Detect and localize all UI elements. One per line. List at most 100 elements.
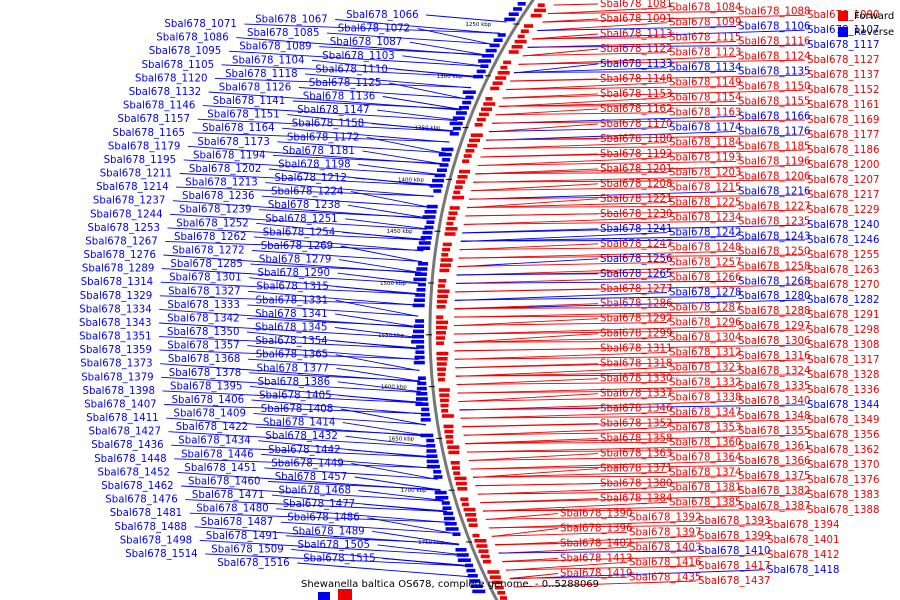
forward-gene-label: Sbal678_1413	[560, 554, 632, 565]
legend: Forward Reverse	[838, 8, 894, 40]
reverse-connector	[267, 481, 441, 490]
reverse-connector	[253, 413, 426, 425]
forward-connector	[456, 381, 668, 385]
reverse-connector	[159, 349, 419, 360]
reverse-gene-label: Sbal678_1174	[669, 123, 741, 134]
forward-gene-label: Sbal678_1384	[600, 494, 672, 505]
reverse-gene-mark	[434, 173, 446, 178]
reverse-gene-label: Sbal678_1256	[600, 254, 672, 265]
reverse-connector	[342, 422, 428, 437]
forward-gene-label: Sbal678_1296	[669, 318, 741, 329]
forward-connector	[495, 535, 697, 546]
reverse-gene-label: Sbal678_1212	[275, 173, 347, 184]
forward-gene-mark	[448, 211, 458, 215]
reverse-gene-label: Sbal678_1378	[169, 368, 241, 379]
reverse-gene-label: Sbal678_1133	[600, 59, 672, 70]
forward-gene-mark	[472, 533, 480, 538]
reverse-gene-label: Sbal678_1125	[309, 78, 381, 89]
reverse-gene-label: Sbal678_1279	[259, 255, 331, 266]
forward-gene-mark	[462, 159, 470, 163]
forward-gene-label: Sbal678_1258	[738, 261, 810, 272]
reverse-gene-label: Sbal678_1267	[85, 236, 157, 247]
reverse-connector	[161, 376, 422, 393]
reverse-gene-label: Sbal678_1290	[258, 268, 330, 279]
forward-gene-mark	[457, 175, 468, 179]
forward-gene-mark	[452, 195, 465, 200]
reverse-gene-mark	[452, 116, 465, 120]
forward-gene-label: Sbal678_1207	[807, 175, 879, 186]
reverse-gene-label: Sbal678_1516	[217, 558, 289, 569]
reverse-connector	[248, 290, 419, 306]
reverse-gene-mark	[422, 215, 436, 219]
reverse-connector	[462, 224, 806, 234]
reverse-connector	[228, 50, 482, 67]
reverse-gene-label: Sbal678_1462	[101, 481, 173, 492]
reverse-gene-mark	[416, 386, 427, 391]
reverse-connector	[537, 26, 737, 31]
forward-gene-mark	[453, 471, 461, 475]
reverse-gene-mark	[481, 54, 494, 58]
forward-gene-label: Sbal678_1180	[600, 134, 672, 145]
forward-gene-label: Sbal678_1287	[669, 303, 741, 314]
forward-gene-label: Sbal678_1387	[738, 501, 810, 512]
forward-gene-mark	[497, 591, 506, 595]
reverse-gene-mark	[426, 454, 438, 458]
reverse-swatch	[838, 27, 848, 37]
forward-connector	[475, 172, 668, 175]
forward-connector	[458, 254, 806, 259]
forward-gene-label: Sbal678_1161	[807, 100, 879, 111]
forward-connector	[488, 524, 766, 529]
forward-connector	[465, 434, 806, 445]
reverse-connector	[488, 127, 668, 133]
reverse-connector	[336, 286, 420, 295]
reverse-gene-label: Sbal678_1134	[669, 63, 741, 74]
forward-gene-label: Sbal678_1185	[738, 141, 810, 152]
reverse-gene-mark	[445, 527, 459, 531]
reverse-gene-label: Sbal678_1066	[346, 10, 418, 21]
reverse-gene-mark	[318, 592, 330, 600]
reverse-connector	[460, 239, 806, 242]
reverse-gene-label: Sbal678_1151	[207, 110, 279, 121]
reverse-connector	[335, 299, 419, 317]
reverse-gene-label: Sbal678_1165	[113, 128, 185, 139]
forward-gene-label: Sbal678_1412	[767, 550, 839, 561]
reverse-connector	[179, 173, 437, 186]
forward-gene-mark	[500, 65, 508, 70]
reverse-gene-label: Sbal678_1179	[108, 141, 180, 152]
reverse-connector	[165, 240, 424, 251]
reverse-gene-label: Sbal678_1331	[256, 295, 328, 306]
reverse-connector	[199, 539, 464, 556]
forward-gene-mark	[437, 284, 445, 288]
forward-gene-mark	[439, 398, 449, 403]
reverse-connector	[347, 204, 429, 219]
reverse-gene-mark	[415, 402, 429, 406]
reverse-gene-label: Sbal678_1327	[168, 286, 240, 297]
forward-gene-label: Sbal678_1163	[669, 108, 741, 119]
forward-gene-mark	[517, 34, 525, 39]
forward-connector	[509, 576, 628, 579]
reverse-gene-label: Sbal678_1434	[178, 436, 250, 447]
forward-connector	[455, 366, 668, 377]
reverse-gene-label: Sbal678_1334	[79, 304, 151, 315]
reverse-gene-mark	[462, 90, 476, 94]
reverse-gene-mark	[416, 267, 428, 271]
forward-connector	[547, 11, 737, 14]
reverse-connector	[159, 336, 419, 350]
forward-connector	[483, 142, 668, 150]
forward-gene-label: Sbal678_1299	[600, 329, 672, 340]
forward-connector	[502, 558, 559, 562]
forward-gene-mark	[474, 539, 487, 543]
reverse-gene-label: Sbal678_1136	[303, 92, 375, 103]
reverse-connector	[362, 503, 448, 512]
reverse-gene-mark	[444, 522, 457, 526]
reverse-connector	[371, 123, 454, 132]
forward-gene-label: Sbal678_1263	[807, 265, 879, 276]
forward-gene-mark	[445, 435, 454, 439]
reverse-gene-label: Sbal678_1395	[170, 381, 242, 392]
forward-gene-label: Sbal678_1318	[600, 359, 672, 370]
forward-gene-label: Sbal678_1255	[807, 250, 879, 261]
forward-connector	[505, 565, 697, 571]
reverse-gene-label: Sbal678_1432	[265, 431, 337, 442]
forward-gene-label: Sbal678_1416	[629, 557, 701, 568]
